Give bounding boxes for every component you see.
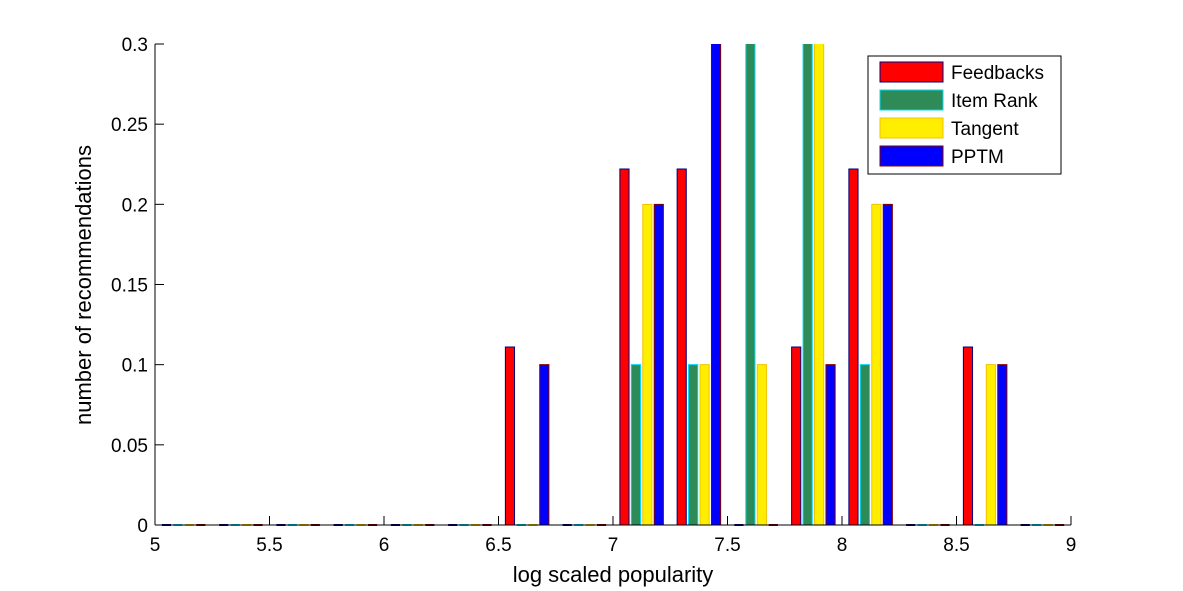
y-tick-label: 0.3 bbox=[122, 35, 148, 56]
bar-pptm bbox=[882, 203, 893, 526]
y-tick-label: 0.1 bbox=[122, 356, 148, 377]
y-tick-label: 0.15 bbox=[111, 276, 148, 297]
bar-item-rank bbox=[688, 364, 699, 525]
bar-pptm bbox=[825, 364, 836, 525]
y-axis-label: number of recommendations bbox=[71, 145, 96, 425]
x-tick-label: 9 bbox=[1066, 535, 1077, 556]
legend-item-item-rank: Item Rank bbox=[879, 89, 1038, 112]
x-ticks: 5 5.5 6 6.5 7 7.5 8 8.5 9 bbox=[150, 516, 1077, 556]
bar-feedbacks bbox=[504, 346, 516, 525]
bar-feedbacks bbox=[791, 346, 802, 525]
bar-tangent bbox=[871, 203, 882, 526]
legend-label: Tangent bbox=[951, 119, 1019, 140]
x-axis-label: log scaled popularity bbox=[513, 562, 714, 587]
x-tick-label: 6.5 bbox=[485, 535, 511, 556]
y-ticks: 0 0.05 0.1 0.15 0.2 0.25 0.3 bbox=[111, 35, 164, 537]
legend-item-feedbacks: Feedbacks bbox=[879, 61, 1044, 84]
y-tick-label: 0.2 bbox=[122, 195, 148, 216]
bar-item-rank bbox=[859, 364, 870, 525]
bar-tangent bbox=[985, 364, 996, 525]
bar-tangent bbox=[756, 364, 767, 525]
bar-feedbacks bbox=[962, 346, 974, 525]
legend-swatch bbox=[879, 145, 944, 167]
bar-item-rank bbox=[802, 44, 813, 526]
x-tick-label: 7 bbox=[608, 535, 619, 556]
bar-feedbacks bbox=[848, 168, 859, 525]
bar-item-rank bbox=[745, 44, 756, 526]
legend-item-tangent: Tangent bbox=[879, 117, 1019, 140]
legend-item-pptm: PPTM bbox=[879, 145, 1004, 168]
bar-pptm bbox=[710, 44, 722, 526]
bar-pptm bbox=[653, 203, 664, 526]
legend-label: Item Rank bbox=[951, 91, 1038, 112]
bar-item-rank bbox=[630, 364, 641, 525]
y-tick-label: 0 bbox=[137, 516, 148, 537]
bar-feedbacks bbox=[676, 168, 687, 525]
x-tick-label: 7.5 bbox=[714, 535, 740, 556]
bars-layer bbox=[161, 44, 1065, 526]
x-tick-label: 5.5 bbox=[256, 535, 282, 556]
y-tick-label: 0.25 bbox=[111, 115, 148, 136]
legend-swatch bbox=[879, 117, 944, 139]
x-tick-label: 8.5 bbox=[943, 535, 969, 556]
bar-tangent bbox=[699, 364, 710, 525]
legend-label: Feedbacks bbox=[951, 63, 1044, 84]
legend-swatch bbox=[879, 61, 944, 83]
legend-swatch bbox=[879, 89, 944, 111]
bar-feedbacks bbox=[619, 168, 630, 525]
y-tick-label: 0.05 bbox=[111, 436, 148, 457]
x-tick-label: 5 bbox=[150, 535, 161, 556]
legend: Feedbacks Item Rank Tangent PPTM bbox=[867, 55, 1062, 175]
bar-pptm bbox=[997, 364, 1008, 525]
x-tick-label: 6 bbox=[379, 535, 390, 556]
legend-label: PPTM bbox=[951, 147, 1004, 168]
x-tick-label: 8 bbox=[837, 535, 848, 556]
bar-tangent bbox=[642, 203, 653, 526]
bar-tangent bbox=[814, 44, 825, 526]
bar-pptm bbox=[539, 364, 550, 525]
